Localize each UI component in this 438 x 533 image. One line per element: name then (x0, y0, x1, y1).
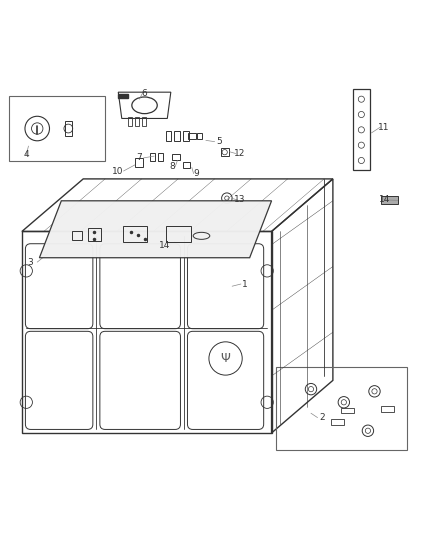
Text: 14: 14 (159, 241, 170, 250)
Bar (381, 406, 394, 412)
Text: 14: 14 (379, 196, 390, 205)
Text: 11: 11 (378, 123, 389, 132)
Bar (188, 133, 196, 140)
Bar (166, 226, 191, 243)
Text: 4: 4 (24, 150, 29, 159)
Bar (142, 117, 146, 126)
Bar (72, 231, 82, 240)
Bar (166, 131, 171, 141)
Bar (9, 96, 105, 161)
Text: 2: 2 (319, 413, 325, 422)
Bar (221, 148, 229, 156)
Bar (172, 155, 180, 159)
Bar (353, 89, 370, 170)
Bar (276, 367, 407, 450)
Text: 12: 12 (234, 149, 246, 158)
Bar (158, 152, 163, 160)
Text: 13: 13 (234, 196, 246, 205)
Text: 5: 5 (216, 137, 222, 146)
Text: 9: 9 (193, 169, 199, 178)
Bar (381, 197, 398, 204)
Text: 8: 8 (169, 162, 175, 171)
Bar (183, 162, 190, 167)
Text: 10: 10 (112, 166, 123, 175)
Bar (123, 226, 147, 243)
Bar (118, 94, 128, 98)
Bar (197, 133, 202, 140)
Bar (128, 117, 132, 126)
Text: 6: 6 (141, 89, 148, 98)
Bar (183, 131, 189, 141)
Bar (174, 131, 180, 141)
Text: Ψ: Ψ (221, 352, 230, 365)
Text: 7: 7 (136, 154, 142, 163)
Bar (331, 419, 344, 425)
Bar (65, 120, 72, 136)
Bar (150, 152, 155, 160)
Text: 1: 1 (242, 279, 248, 288)
Polygon shape (39, 201, 272, 258)
Bar (341, 408, 354, 413)
Text: 3: 3 (27, 257, 33, 266)
Bar (88, 228, 101, 241)
Bar (135, 117, 139, 126)
Bar (135, 158, 143, 167)
